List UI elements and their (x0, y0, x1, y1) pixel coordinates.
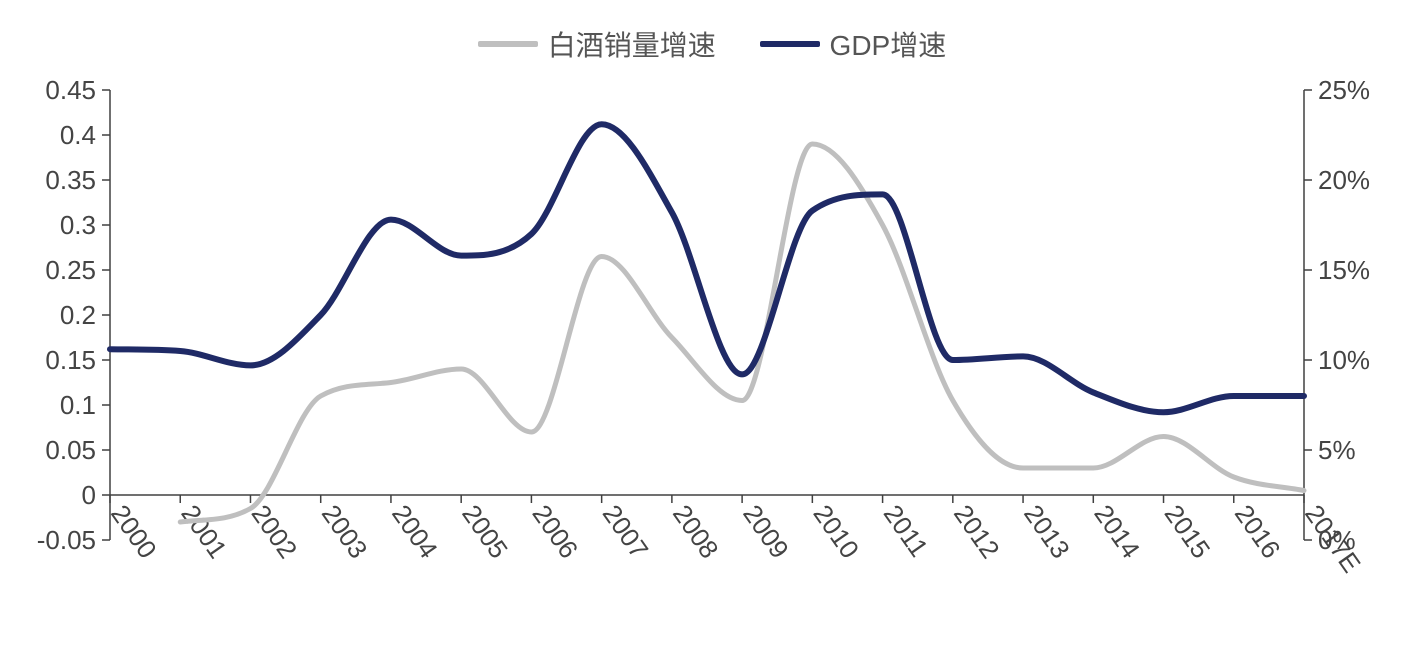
svg-text:5%: 5% (1318, 435, 1356, 465)
svg-text:2016: 2016 (1229, 499, 1287, 564)
svg-text:2012: 2012 (948, 499, 1006, 564)
line-chart: -0.0500.050.10.150.20.250.30.350.40.450%… (0, 0, 1424, 650)
svg-text:0.15: 0.15 (45, 345, 96, 375)
svg-text:0.3: 0.3 (60, 210, 96, 240)
svg-text:2015: 2015 (1159, 499, 1217, 564)
svg-text:0.45: 0.45 (45, 75, 96, 105)
legend-swatch-gdp (760, 41, 820, 47)
svg-text:2010: 2010 (807, 499, 865, 564)
svg-text:2000: 2000 (105, 499, 163, 564)
svg-text:0.2: 0.2 (60, 300, 96, 330)
svg-text:2017E: 2017E (1299, 499, 1367, 578)
svg-text:0.35: 0.35 (45, 165, 96, 195)
chart-legend: 白酒销量增速 GDP增速 (0, 22, 1424, 64)
legend-swatch-baijiu (478, 41, 538, 47)
svg-text:2011: 2011 (878, 499, 935, 562)
legend-item-gdp: GDP增速 (760, 24, 947, 64)
svg-text:2006: 2006 (526, 499, 584, 564)
legend-label-gdp: GDP增速 (830, 24, 947, 64)
svg-text:2007: 2007 (597, 499, 655, 564)
svg-text:10%: 10% (1318, 345, 1370, 375)
svg-text:2001: 2001 (175, 499, 233, 564)
svg-text:-0.05: -0.05 (37, 525, 96, 555)
svg-text:15%: 15% (1318, 255, 1370, 285)
svg-text:0.4: 0.4 (60, 120, 96, 150)
chart-container: 白酒销量增速 GDP增速 -0.05 0 0.05 0.1 0.15 0.2 0.25 0.3… (0, 0, 1424, 650)
svg-text:0.1: 0.1 (60, 390, 96, 420)
svg-text:2009: 2009 (737, 499, 795, 564)
svg-text:2008: 2008 (667, 499, 725, 564)
svg-text:2005: 2005 (456, 499, 514, 564)
svg-text:0: 0 (82, 480, 96, 510)
svg-text:2014: 2014 (1088, 499, 1146, 564)
svg-text:2004: 2004 (386, 499, 444, 564)
svg-text:0.25: 0.25 (45, 255, 96, 285)
legend-label-baijiu: 白酒销量增速 (548, 24, 716, 64)
svg-text:25%: 25% (1318, 75, 1370, 105)
legend-item-baijiu: 白酒销量增速 (478, 24, 716, 64)
svg-text:2003: 2003 (316, 499, 374, 564)
svg-text:20%: 20% (1318, 165, 1370, 195)
svg-text:2013: 2013 (1018, 499, 1076, 564)
svg-text:0.05: 0.05 (45, 435, 96, 465)
